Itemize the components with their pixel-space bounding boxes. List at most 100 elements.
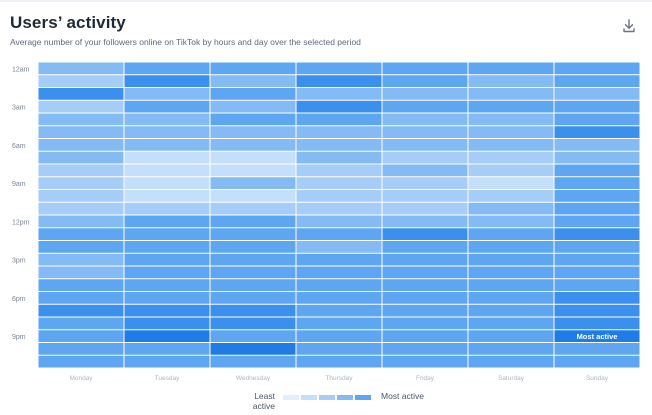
heatmap-cell[interactable] xyxy=(554,292,640,304)
heatmap-cell[interactable] xyxy=(382,317,468,330)
heatmap-cell[interactable] xyxy=(210,355,296,368)
heatmap-cell[interactable] xyxy=(210,202,296,215)
heatmap-cell[interactable] xyxy=(38,330,124,342)
heatmap-cell[interactable] xyxy=(296,292,382,304)
heatmap-cell[interactable] xyxy=(382,177,468,189)
heatmap-cell[interactable] xyxy=(210,164,296,177)
heatmap-cell[interactable] xyxy=(38,241,124,253)
heatmap-cell[interactable] xyxy=(468,100,554,113)
heatmap-cell[interactable] xyxy=(554,126,640,138)
heatmap-cell[interactable] xyxy=(296,126,382,138)
heatmap-cell[interactable] xyxy=(124,190,210,202)
heatmap-cell[interactable] xyxy=(382,292,468,304)
heatmap-cell[interactable] xyxy=(296,190,382,202)
heatmap-cell[interactable] xyxy=(210,75,296,87)
heatmap-cell[interactable] xyxy=(468,113,554,126)
heatmap-cell[interactable] xyxy=(38,228,124,240)
heatmap-cell[interactable] xyxy=(210,62,296,75)
heatmap-cell[interactable] xyxy=(296,100,382,113)
heatmap-cell[interactable] xyxy=(554,164,640,177)
heatmap-cell[interactable] xyxy=(210,292,296,304)
heatmap-cell[interactable] xyxy=(124,343,210,355)
heatmap-cell[interactable] xyxy=(468,304,554,317)
heatmap-cell[interactable] xyxy=(210,330,296,342)
heatmap-cell[interactable] xyxy=(296,355,382,368)
heatmap-cell[interactable] xyxy=(38,190,124,202)
heatmap-cell[interactable] xyxy=(38,253,124,266)
heatmap-cell[interactable] xyxy=(382,100,468,113)
heatmap-cell[interactable] xyxy=(382,228,468,240)
heatmap-cell[interactable] xyxy=(124,355,210,368)
heatmap-cell[interactable] xyxy=(124,75,210,87)
heatmap-cell[interactable] xyxy=(382,126,468,138)
heatmap-cell[interactable] xyxy=(124,304,210,317)
heatmap-cell[interactable] xyxy=(38,343,124,355)
heatmap-cell[interactable] xyxy=(124,202,210,215)
heatmap-cell[interactable] xyxy=(38,151,124,164)
heatmap-cell[interactable] xyxy=(296,253,382,266)
heatmap-cell[interactable] xyxy=(296,330,382,342)
heatmap-cell[interactable] xyxy=(554,279,640,291)
heatmap-cell[interactable] xyxy=(38,355,124,368)
heatmap-cell[interactable] xyxy=(124,62,210,75)
heatmap-cell[interactable] xyxy=(382,304,468,317)
heatmap-cell[interactable] xyxy=(554,177,640,189)
heatmap-cell[interactable] xyxy=(124,126,210,138)
heatmap-cell[interactable] xyxy=(382,241,468,253)
heatmap-cell[interactable] xyxy=(124,113,210,126)
heatmap-cell[interactable] xyxy=(124,241,210,253)
heatmap-cell[interactable] xyxy=(554,151,640,164)
heatmap-cell[interactable] xyxy=(296,241,382,253)
heatmap-cell[interactable] xyxy=(554,139,640,151)
heatmap-cell[interactable] xyxy=(210,317,296,330)
heatmap-cell[interactable] xyxy=(296,202,382,215)
heatmap-cell[interactable] xyxy=(468,279,554,291)
heatmap-cell[interactable] xyxy=(124,279,210,291)
heatmap-cell[interactable] xyxy=(468,164,554,177)
heatmap-cell[interactable] xyxy=(554,304,640,317)
heatmap-cell[interactable] xyxy=(554,330,640,342)
heatmap-cell[interactable] xyxy=(382,75,468,87)
heatmap-cell[interactable] xyxy=(210,88,296,100)
heatmap-cell[interactable] xyxy=(124,317,210,330)
heatmap-cell[interactable] xyxy=(554,62,640,75)
heatmap-cell[interactable] xyxy=(296,343,382,355)
heatmap-cell[interactable] xyxy=(38,317,124,330)
heatmap-cell[interactable] xyxy=(382,253,468,266)
heatmap-cell[interactable] xyxy=(38,304,124,317)
heatmap-cell[interactable] xyxy=(296,228,382,240)
heatmap-cell[interactable] xyxy=(38,177,124,189)
heatmap-cell[interactable] xyxy=(468,292,554,304)
heatmap-cell[interactable] xyxy=(554,215,640,228)
heatmap-cell[interactable] xyxy=(210,241,296,253)
heatmap-cell[interactable] xyxy=(468,62,554,75)
heatmap-cell[interactable] xyxy=(468,215,554,228)
heatmap-cell[interactable] xyxy=(554,75,640,87)
heatmap-cell[interactable] xyxy=(554,113,640,126)
heatmap-cell[interactable] xyxy=(382,279,468,291)
heatmap-cell[interactable] xyxy=(38,88,124,100)
heatmap-cell[interactable] xyxy=(468,151,554,164)
heatmap-cell[interactable] xyxy=(468,355,554,368)
heatmap-cell[interactable] xyxy=(296,304,382,317)
download-button[interactable] xyxy=(618,15,640,37)
heatmap-cell[interactable] xyxy=(296,266,382,279)
heatmap-cell[interactable] xyxy=(210,151,296,164)
heatmap-cell[interactable] xyxy=(296,88,382,100)
heatmap-cell[interactable] xyxy=(554,317,640,330)
heatmap-cell[interactable] xyxy=(468,177,554,189)
heatmap-cell[interactable] xyxy=(124,292,210,304)
heatmap-cell[interactable] xyxy=(468,241,554,253)
heatmap-cell[interactable] xyxy=(468,266,554,279)
heatmap-cell[interactable] xyxy=(210,177,296,189)
heatmap-cell[interactable] xyxy=(124,253,210,266)
heatmap-cell[interactable] xyxy=(210,343,296,355)
heatmap-cell[interactable] xyxy=(382,343,468,355)
heatmap-cell[interactable] xyxy=(124,177,210,189)
heatmap-cell[interactable] xyxy=(38,202,124,215)
heatmap-cell[interactable] xyxy=(468,139,554,151)
heatmap-cell[interactable] xyxy=(124,164,210,177)
heatmap-cell[interactable] xyxy=(554,266,640,279)
heatmap-cell[interactable] xyxy=(210,215,296,228)
heatmap-cell[interactable] xyxy=(382,202,468,215)
